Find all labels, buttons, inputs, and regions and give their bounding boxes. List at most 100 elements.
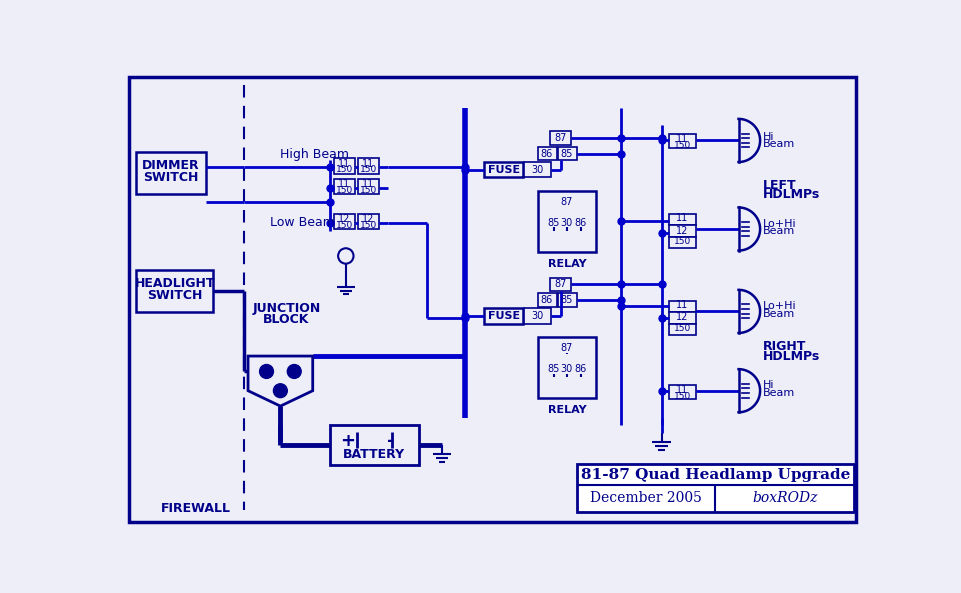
Text: 86: 86 xyxy=(541,295,553,305)
Text: JUNCTION: JUNCTION xyxy=(253,302,321,315)
Bar xyxy=(525,308,552,324)
Bar xyxy=(525,162,552,177)
Text: 150: 150 xyxy=(335,186,353,195)
Text: FUSE: FUSE xyxy=(487,165,520,175)
Bar xyxy=(136,270,213,312)
Circle shape xyxy=(274,384,287,398)
Text: Hi: Hi xyxy=(763,132,775,142)
Text: SWITCH: SWITCH xyxy=(147,289,203,302)
Bar xyxy=(358,213,379,229)
Bar xyxy=(669,225,696,237)
Text: 81-87 Quad Headlamp Upgrade: 81-87 Quad Headlamp Upgrade xyxy=(580,468,850,482)
Text: 87: 87 xyxy=(560,197,573,207)
Text: 85: 85 xyxy=(560,149,573,158)
Text: BLOCK: BLOCK xyxy=(263,313,309,326)
Text: Beam: Beam xyxy=(763,388,796,398)
Text: RELAY: RELAY xyxy=(548,259,586,269)
Text: 150: 150 xyxy=(335,221,353,229)
Text: 11: 11 xyxy=(338,158,351,168)
Text: Lo+Hi: Lo+Hi xyxy=(763,301,797,311)
Text: RIGHT: RIGHT xyxy=(763,340,806,353)
Text: 11: 11 xyxy=(338,179,351,189)
Text: Beam: Beam xyxy=(763,309,796,318)
Bar xyxy=(334,179,355,195)
Bar xyxy=(669,324,696,335)
Bar xyxy=(334,158,355,174)
Text: 11: 11 xyxy=(677,213,688,223)
Text: 150: 150 xyxy=(674,141,691,149)
Text: RELAY: RELAY xyxy=(548,405,586,415)
Text: Beam: Beam xyxy=(763,139,796,149)
Text: 150: 150 xyxy=(359,186,377,195)
Text: LEFT: LEFT xyxy=(763,178,797,192)
Text: 11: 11 xyxy=(362,158,374,168)
Bar xyxy=(550,278,572,291)
Text: 30: 30 xyxy=(531,165,544,175)
Bar xyxy=(538,337,596,398)
Text: 11: 11 xyxy=(362,179,374,189)
Circle shape xyxy=(287,365,301,378)
Text: HEADLIGHT: HEADLIGHT xyxy=(135,277,215,290)
Text: 12: 12 xyxy=(338,214,351,224)
Bar xyxy=(537,146,556,161)
Text: 12: 12 xyxy=(362,214,375,224)
Bar xyxy=(538,190,596,252)
Text: BATTERY: BATTERY xyxy=(343,448,406,461)
Text: 86: 86 xyxy=(541,149,553,158)
Text: 150: 150 xyxy=(674,237,691,246)
Text: -: - xyxy=(386,432,394,449)
Text: 85: 85 xyxy=(548,218,560,228)
Bar xyxy=(669,134,696,148)
Bar xyxy=(136,152,206,195)
Text: 30: 30 xyxy=(560,364,573,374)
Text: FUSE: FUSE xyxy=(487,311,520,321)
Text: December 2005: December 2005 xyxy=(590,491,702,505)
Text: SWITCH: SWITCH xyxy=(143,171,199,184)
Text: Hi: Hi xyxy=(763,380,775,390)
Text: 150: 150 xyxy=(335,165,353,174)
Bar xyxy=(669,237,696,248)
Text: 150: 150 xyxy=(359,221,377,229)
Bar xyxy=(334,213,355,229)
Bar xyxy=(557,146,577,161)
Bar xyxy=(550,131,572,145)
Text: 85: 85 xyxy=(548,364,560,374)
Text: 85: 85 xyxy=(560,295,573,305)
Text: HDLMPs: HDLMPs xyxy=(763,349,821,362)
Bar xyxy=(669,301,696,312)
Polygon shape xyxy=(248,356,312,406)
Text: 150: 150 xyxy=(359,165,377,174)
Text: Beam: Beam xyxy=(763,227,796,237)
Text: Lo+Hi: Lo+Hi xyxy=(763,219,797,229)
Text: 150: 150 xyxy=(674,324,691,333)
Text: High Beam: High Beam xyxy=(281,148,350,161)
Bar xyxy=(537,293,556,307)
Text: +: + xyxy=(340,432,355,449)
Bar xyxy=(484,162,523,177)
Text: Low Beam: Low Beam xyxy=(270,216,335,229)
Text: 150: 150 xyxy=(674,391,691,401)
Text: 11: 11 xyxy=(677,134,688,144)
Bar xyxy=(331,425,419,466)
Bar xyxy=(358,179,379,195)
Text: 86: 86 xyxy=(575,218,587,228)
Circle shape xyxy=(259,365,274,378)
Bar xyxy=(669,385,696,399)
Bar xyxy=(557,293,577,307)
Text: 30: 30 xyxy=(531,311,544,321)
Text: 12: 12 xyxy=(677,312,688,322)
Text: 87: 87 xyxy=(554,133,567,143)
Text: 11: 11 xyxy=(677,385,688,395)
Bar xyxy=(577,464,854,512)
Text: 86: 86 xyxy=(575,364,587,374)
Text: 30: 30 xyxy=(560,218,573,228)
Text: HDLMPs: HDLMPs xyxy=(763,188,821,201)
Text: DIMMER: DIMMER xyxy=(142,160,200,173)
Circle shape xyxy=(338,248,354,264)
Bar xyxy=(669,312,696,324)
Text: 87: 87 xyxy=(560,343,573,353)
Bar xyxy=(669,213,696,225)
Text: 87: 87 xyxy=(554,279,567,289)
Text: boxRODz: boxRODz xyxy=(752,491,818,505)
Text: 12: 12 xyxy=(677,225,688,235)
